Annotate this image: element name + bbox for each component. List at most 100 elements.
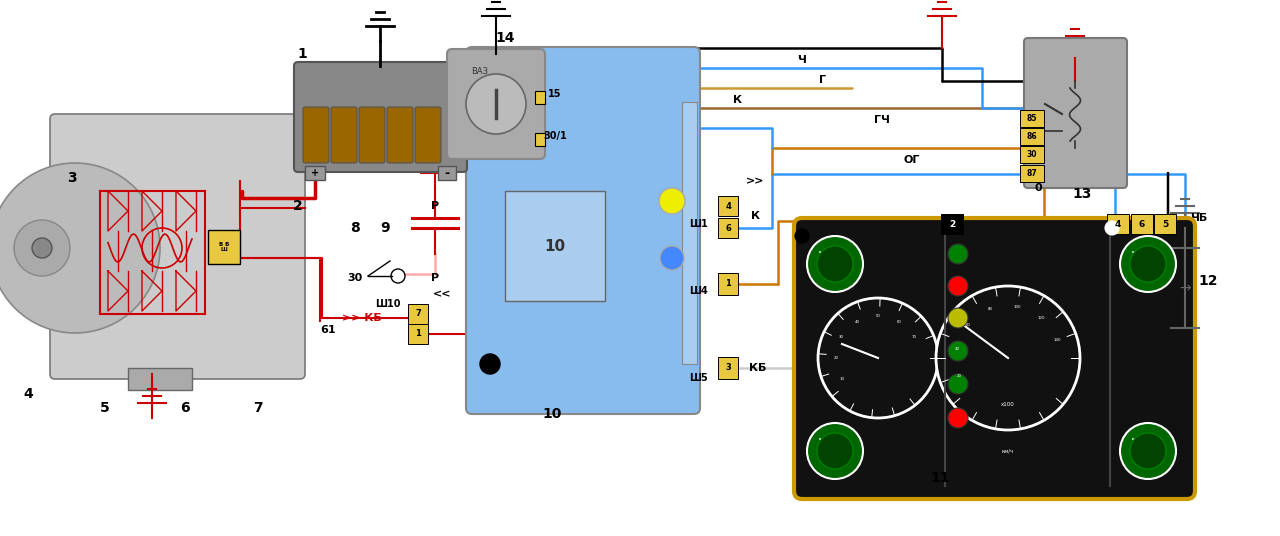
Text: 40: 40 xyxy=(955,347,959,351)
Text: <<: << xyxy=(433,289,452,299)
Text: 1: 1 xyxy=(415,330,421,339)
FancyBboxPatch shape xyxy=(447,49,545,159)
Text: 1: 1 xyxy=(297,47,307,61)
FancyBboxPatch shape xyxy=(718,218,739,238)
FancyBboxPatch shape xyxy=(718,196,739,216)
Text: Ш4: Ш4 xyxy=(689,286,708,296)
FancyBboxPatch shape xyxy=(294,62,467,172)
Text: 61: 61 xyxy=(320,325,335,335)
Text: 4: 4 xyxy=(1115,220,1121,228)
Circle shape xyxy=(936,286,1080,430)
Text: >> КБ: >> КБ xyxy=(342,313,381,323)
Text: К: К xyxy=(733,95,742,105)
FancyBboxPatch shape xyxy=(718,357,739,379)
Circle shape xyxy=(806,236,863,292)
Text: 87: 87 xyxy=(1027,168,1037,177)
Circle shape xyxy=(1105,221,1119,235)
Text: +: + xyxy=(311,168,319,178)
Text: 6: 6 xyxy=(724,224,731,233)
Text: 3: 3 xyxy=(726,363,731,373)
Circle shape xyxy=(948,244,968,264)
Text: 140: 140 xyxy=(1053,338,1061,342)
Circle shape xyxy=(0,163,160,333)
Circle shape xyxy=(948,308,968,328)
FancyBboxPatch shape xyxy=(466,47,700,414)
FancyBboxPatch shape xyxy=(305,166,325,180)
Text: -: - xyxy=(444,167,449,180)
Circle shape xyxy=(1130,246,1166,282)
Circle shape xyxy=(390,269,404,283)
FancyBboxPatch shape xyxy=(1132,214,1153,234)
Text: Р: Р xyxy=(431,273,439,283)
Text: В Б
Ш: В Б Ш xyxy=(219,242,229,252)
Text: Ш10: Ш10 xyxy=(375,299,401,309)
FancyBboxPatch shape xyxy=(535,133,545,146)
Circle shape xyxy=(817,246,852,282)
Text: 4: 4 xyxy=(724,202,731,211)
FancyBboxPatch shape xyxy=(303,107,329,163)
Circle shape xyxy=(659,188,685,214)
Text: 30: 30 xyxy=(347,273,362,283)
Text: →: → xyxy=(1179,281,1190,295)
Text: 30/1: 30/1 xyxy=(543,131,567,141)
Text: 3: 3 xyxy=(67,171,77,185)
FancyBboxPatch shape xyxy=(506,191,605,301)
FancyBboxPatch shape xyxy=(408,304,428,324)
Circle shape xyxy=(817,433,852,469)
Text: Г: Г xyxy=(818,75,826,85)
Text: 11: 11 xyxy=(931,471,950,485)
Text: ВАЗ: ВАЗ xyxy=(471,66,489,76)
Text: 5: 5 xyxy=(1162,220,1169,228)
Text: 85: 85 xyxy=(1027,114,1037,123)
Circle shape xyxy=(806,423,863,479)
Text: 80: 80 xyxy=(988,307,993,311)
Text: x100: x100 xyxy=(1001,401,1015,406)
FancyBboxPatch shape xyxy=(1020,109,1044,126)
Text: 120: 120 xyxy=(1038,316,1046,320)
FancyBboxPatch shape xyxy=(794,218,1196,499)
Text: 100: 100 xyxy=(1014,305,1020,309)
Text: 30: 30 xyxy=(1027,150,1037,159)
Circle shape xyxy=(466,74,526,134)
Text: 2: 2 xyxy=(293,199,303,213)
Text: Ш1: Ш1 xyxy=(689,219,708,229)
Text: км/ч: км/ч xyxy=(1002,449,1014,453)
Text: К: К xyxy=(750,211,759,221)
Text: 40: 40 xyxy=(855,319,859,324)
FancyBboxPatch shape xyxy=(1020,128,1044,145)
Text: 70: 70 xyxy=(911,335,916,339)
Circle shape xyxy=(948,408,968,428)
FancyBboxPatch shape xyxy=(207,230,241,264)
Text: >>: >> xyxy=(746,176,764,186)
Text: 60: 60 xyxy=(896,319,901,324)
Text: 10: 10 xyxy=(544,239,566,254)
Text: 5: 5 xyxy=(100,401,110,415)
FancyBboxPatch shape xyxy=(408,324,428,344)
Text: 0: 0 xyxy=(1034,183,1042,193)
Circle shape xyxy=(1130,433,1166,469)
Circle shape xyxy=(1120,423,1176,479)
FancyBboxPatch shape xyxy=(50,114,305,379)
Text: 4: 4 xyxy=(23,387,33,401)
Circle shape xyxy=(660,246,684,270)
Text: 15: 15 xyxy=(548,89,562,99)
FancyBboxPatch shape xyxy=(438,166,456,180)
Text: ОГ: ОГ xyxy=(904,155,920,165)
Circle shape xyxy=(948,276,968,296)
Text: 7: 7 xyxy=(415,309,421,318)
FancyBboxPatch shape xyxy=(535,91,545,104)
Text: 30: 30 xyxy=(840,335,844,339)
FancyBboxPatch shape xyxy=(1020,145,1044,162)
Circle shape xyxy=(32,238,52,258)
Circle shape xyxy=(480,354,500,374)
FancyBboxPatch shape xyxy=(682,102,698,364)
Circle shape xyxy=(818,298,938,418)
Text: 1: 1 xyxy=(724,279,731,288)
FancyBboxPatch shape xyxy=(1020,165,1044,182)
Text: 20: 20 xyxy=(833,356,838,360)
Circle shape xyxy=(948,341,968,361)
FancyBboxPatch shape xyxy=(128,368,192,390)
FancyBboxPatch shape xyxy=(718,273,739,295)
Text: Ш5: Ш5 xyxy=(689,373,708,383)
Text: 60: 60 xyxy=(965,323,970,326)
